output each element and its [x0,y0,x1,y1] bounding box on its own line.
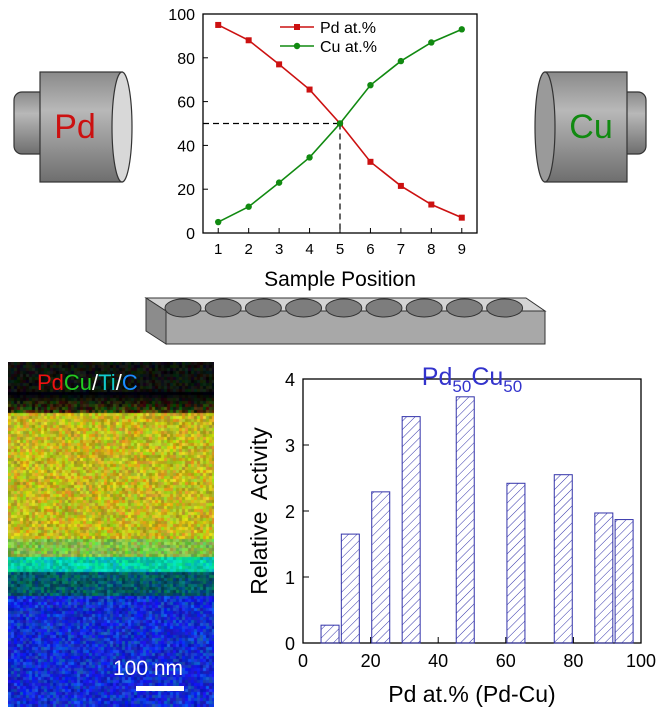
sample-well [405,298,443,318]
legend-marker [293,42,301,50]
pd-point [276,61,283,68]
pd-point [215,21,222,28]
pd-point [458,214,465,221]
line-chart-xtick-label: 4 [305,241,313,258]
cu-point [458,26,465,33]
line-chart-xtick-label: 2 [244,241,252,258]
line-chart-xtick-label: 1 [214,241,222,258]
eds-label-slash1: / [92,370,99,395]
cu-point [245,203,252,210]
bar-chart-bars [320,396,634,644]
sample-holder [144,297,547,345]
activity-bar [371,491,391,644]
activity-bar [340,533,360,644]
eds-elemental-map [8,362,214,707]
scale-bar-label: 100 nm [113,657,184,680]
legend-marker [294,24,300,30]
activity-bar [320,624,340,644]
cu-source-label: Cu [569,108,612,146]
eds-label-c: C [121,370,138,395]
bar-chart-ytick-label: 2 [285,502,295,522]
sample-well [325,298,363,318]
line-chart-series [215,21,465,226]
activity-bar [401,416,421,644]
activity-bar [553,474,573,644]
eds-label-slash2: / [115,370,122,395]
bar-chart-title: Pd50Cu50 [422,363,522,396]
cu-point [367,81,374,89]
bar-chart-xtick-label: 40 [428,651,448,671]
bar-chart-xtick-label: 80 [563,651,583,671]
line-chart-xtick-label: 6 [366,241,374,258]
sample-well [486,298,524,318]
cu-source-cylinder: Cu [534,71,647,183]
line-chart-ytick-label: 80 [177,51,195,68]
activity-bar [506,482,526,644]
bar-chart-ytick-label: 4 [285,370,295,390]
composition-line-chart: 1 2 3 4 5 6 7 8 9 0 20 40 60 80 100 Pd at.% Cu at.% Sam… [168,7,478,291]
sample-well [285,298,323,318]
sample-well [204,298,242,318]
bar-chart-xtick-label: 60 [496,651,516,671]
line-chart-xtick-label: 7 [397,241,405,258]
line-chart-ytick-label: 40 [177,138,195,155]
pd-point [306,86,313,93]
line-chart-xtick-label: 3 [275,241,283,258]
bar-chart-ytick-label: 1 [285,568,295,588]
line-chart-ytick-label: 20 [177,182,195,199]
cu-point [306,154,313,161]
pd-source-label: Pd [54,108,96,146]
eds-label-pd: Pd [37,370,64,395]
line-chart-ytick-label: 0 [186,226,195,243]
sample-well [365,298,403,318]
activity-bar [455,396,475,644]
cu-point [428,39,435,46]
eds-map-label: PdCu/Ti/C [37,370,138,396]
legend-label: Cu at.% [320,39,377,56]
pd-point [367,158,374,165]
activity-bar [594,512,614,644]
sample-well [244,298,282,318]
cu-point [336,120,344,127]
line-chart-xtick-label: 9 [458,241,466,258]
legend-label: Pd at.% [320,20,376,37]
bar-chart-xlabel: Pd at.% (Pd-Cu) [388,681,555,707]
line-chart-ytick-label: 60 [177,95,195,112]
bar-chart-xtick-label: 0 [298,651,308,671]
bar-chart-ytick-label: 0 [285,634,295,654]
activity-bar [614,519,634,644]
activity-bar-chart: 0 20 40 60 80 100 0 1 2 3 4 Pd50Cu50 Pd at.% (Pd-C… [246,363,656,707]
bar-chart-ylabel: Relative Activity [246,427,272,595]
line-chart-legend: Pd at.% Cu at.% [280,20,377,56]
pd-point [428,201,435,208]
cu-point [275,179,283,186]
line-chart-xtick-label: 5 [336,241,344,258]
eds-label-ti: Ti [98,370,116,395]
bar-chart-xtick-label: 20 [361,651,381,671]
pd-source-cylinder: Pd [13,71,133,183]
line-chart-ytick-label: 100 [168,7,195,24]
bar-chart-xtick-label: 100 [626,651,656,671]
pd-point [397,182,404,189]
bar-chart-ytick-label: 3 [285,436,295,456]
sample-well [445,298,483,318]
cu-point [397,57,405,65]
bar-chart-ticks: 0 20 40 60 80 100 0 1 2 3 4 [285,370,656,671]
pd-point [245,37,252,44]
sample-well [164,298,202,318]
line-chart-ticks: 1 2 3 4 5 6 7 8 9 0 20 40 60 80 100 [168,7,466,258]
line-chart-xtick-label: 8 [427,241,435,258]
line-chart-guides [203,122,341,233]
scale-bar [136,686,184,691]
cu-point [215,218,222,226]
line-chart-xlabel: Sample Position [264,268,416,291]
eds-label-cu: Cu [63,370,93,395]
